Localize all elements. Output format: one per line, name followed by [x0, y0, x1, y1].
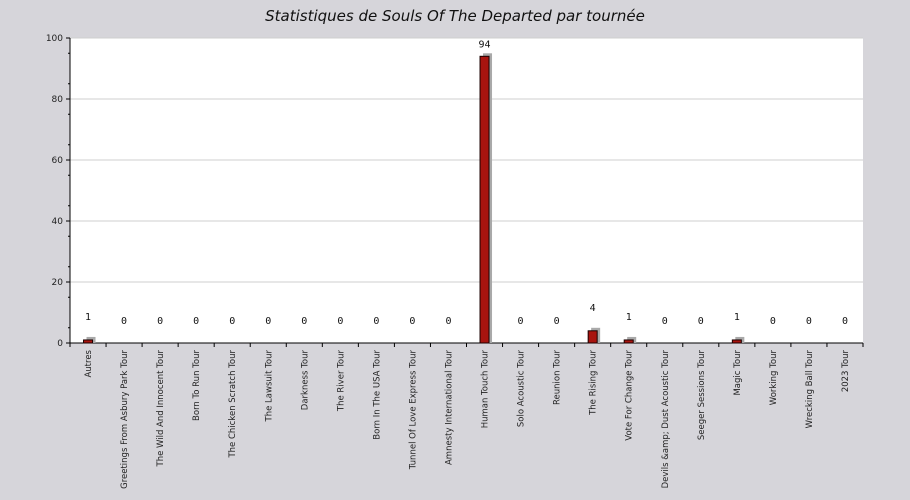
data-label-2: 0 [157, 316, 163, 327]
data-label-20: 0 [806, 316, 812, 327]
data-label-13: 0 [554, 316, 560, 327]
data-label-1: 0 [121, 316, 127, 327]
data-label-18: 1 [734, 312, 740, 323]
data-label-14: 4 [590, 303, 596, 314]
data-label-3: 0 [193, 316, 199, 327]
y-tick-label-2: 40 [52, 217, 64, 227]
category-label-11: Human Touch Tour [481, 350, 491, 429]
bar-15 [623, 339, 634, 344]
category-label-8: Born In The USA Tour [372, 350, 382, 440]
bar-11 [479, 55, 490, 344]
data-label-21: 0 [842, 316, 848, 327]
category-label-3: Born To Run Tour [192, 350, 202, 421]
chart-title: Statistiques de Souls Of The Departed pa… [265, 7, 645, 25]
data-label-10: 0 [445, 316, 451, 327]
data-label-4: 0 [229, 316, 235, 327]
category-label-16: Devils &amp; Dust Acoustic Tour [661, 349, 671, 488]
category-label-21: 2023 Tour [841, 350, 851, 393]
category-label-17: Seeger Sessions Tour [697, 350, 707, 441]
bar-0 [83, 339, 94, 344]
plot-background [70, 38, 863, 343]
data-label-5: 0 [265, 316, 271, 327]
bar-14 [587, 330, 598, 344]
category-label-6: Darkness Tour [300, 350, 310, 411]
category-label-15: Vote For Change Tour [625, 350, 635, 441]
data-label-7: 0 [337, 316, 343, 327]
category-label-0: Autres [84, 349, 94, 377]
category-label-14: The Rising Tour [589, 350, 599, 416]
data-label-15: 1 [626, 312, 632, 323]
category-label-19: Working Tour [769, 349, 779, 405]
category-label-2: The Wild And Innocent Tour [156, 350, 166, 468]
data-label-8: 0 [373, 316, 379, 327]
category-label-7: The River Tour [336, 350, 346, 413]
category-label-5: The Lawsuit Tour [264, 349, 274, 422]
y-tick-label-1: 20 [52, 278, 64, 288]
data-label-11: 94 [478, 39, 490, 50]
category-label-1: Greetings From Asbury Park Tour [120, 350, 130, 489]
category-label-4: The Chicken Scratch Tour [228, 350, 238, 459]
category-label-9: Tunnel Of Love Express Tour [408, 350, 418, 471]
y-tick-label-3: 60 [52, 156, 64, 166]
data-label-9: 0 [409, 316, 415, 327]
y-tick-label-5: 100 [46, 34, 63, 44]
category-label-10: Amnesty International Tour [444, 350, 454, 465]
category-label-20: Wrecking Ball Tour [805, 350, 815, 429]
category-label-18: Magic Tour [733, 350, 743, 396]
data-label-16: 0 [662, 316, 668, 327]
data-label-17: 0 [698, 316, 704, 327]
category-label-12: Solo Acoustic Tour [517, 350, 527, 428]
y-tick-label-4: 80 [52, 95, 64, 105]
data-label-6: 0 [301, 316, 307, 327]
data-label-0: 1 [85, 312, 91, 323]
category-label-13: Reunion Tour [553, 350, 563, 406]
bar-18 [731, 339, 742, 344]
data-label-19: 0 [770, 316, 776, 327]
data-label-12: 0 [518, 316, 524, 327]
y-tick-label-0: 0 [57, 339, 63, 349]
